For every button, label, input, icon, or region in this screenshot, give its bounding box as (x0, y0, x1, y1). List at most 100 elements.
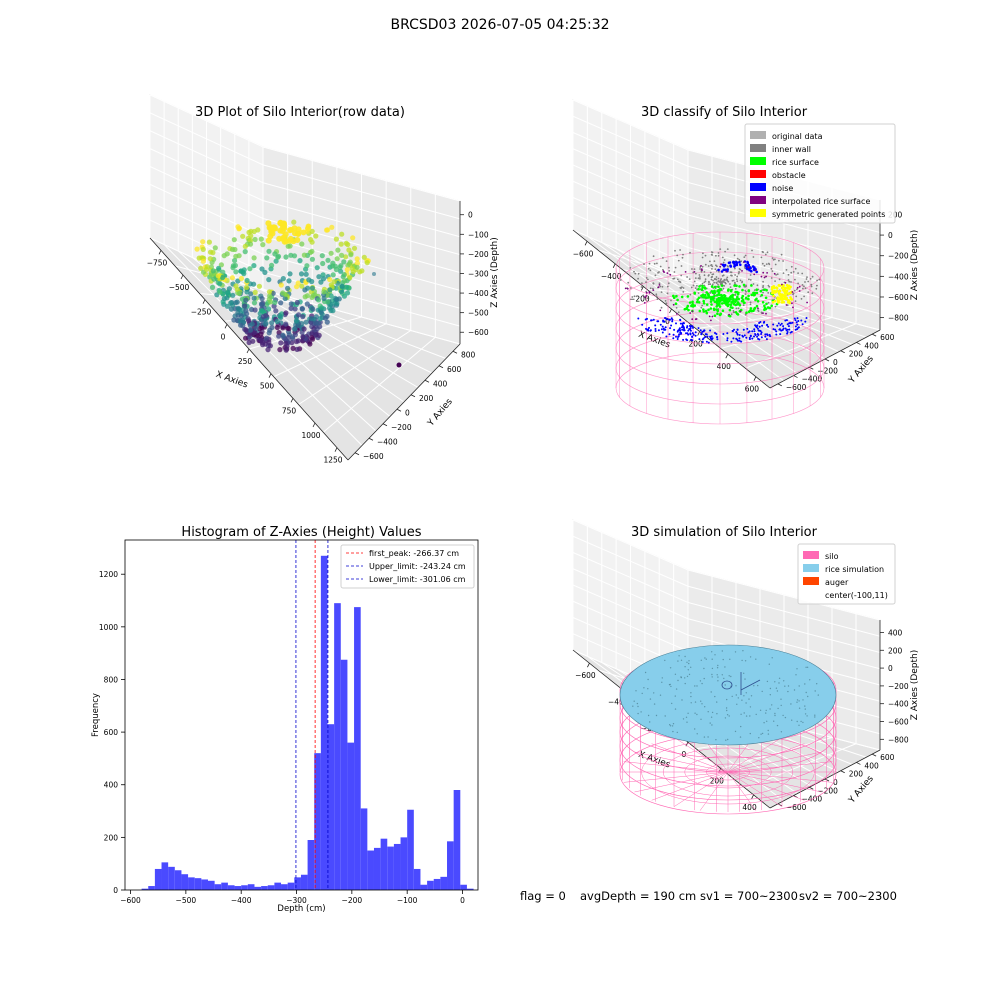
rice-surface-point (690, 304, 693, 307)
original-data-point (776, 273, 779, 276)
interpolated-point (700, 265, 702, 267)
raw-point (253, 325, 259, 331)
raw-point (310, 293, 316, 299)
original-data-point (719, 248, 722, 251)
grid-line (687, 198, 881, 250)
legend-label: obstacle (772, 171, 806, 180)
original-data-point (739, 279, 742, 282)
original-data-point (658, 282, 661, 285)
legend-label: Lower_limit: -301.06 cm (369, 575, 466, 584)
raw-point (228, 300, 234, 306)
grid-line (149, 94, 264, 148)
noise-point (739, 263, 742, 267)
raw-point (260, 242, 266, 248)
rice-surface-point (712, 308, 716, 312)
rice-surface-point (717, 291, 721, 294)
original-data-point (805, 278, 808, 280)
symmetric-point (778, 298, 781, 302)
surface-mesh-node (647, 688, 649, 690)
noise-point (731, 330, 734, 333)
raw-point (277, 347, 283, 353)
raw-point (273, 258, 279, 264)
noise-point (722, 268, 725, 272)
raw-point (274, 324, 280, 331)
interpolated-point (747, 266, 750, 269)
interpolated-point (791, 291, 794, 293)
original-data-point (655, 295, 658, 297)
raw-point (286, 326, 292, 332)
surface-mesh-node (724, 717, 727, 719)
interpolated-point (659, 309, 662, 312)
noise-point (781, 328, 784, 331)
surface-mesh-node (749, 656, 752, 658)
z-tick-label: −300 (468, 269, 489, 278)
grid-line (687, 569, 881, 621)
silo-floor-ring (684, 755, 772, 789)
noise-point (729, 264, 732, 268)
rice-surface-point (693, 304, 696, 307)
grid-line (572, 519, 689, 571)
noise-point (669, 327, 672, 330)
surface-mesh-node (736, 703, 738, 705)
silo-floor-spoke (727, 771, 757, 811)
noise-point (702, 337, 705, 340)
noise-point (722, 333, 725, 335)
noise-point (664, 326, 667, 329)
interpolated-point (708, 315, 711, 318)
y-tick-label: 600 (447, 365, 462, 374)
z-axis-label: Z Axies (Depth) (490, 237, 500, 308)
raw-point (312, 320, 318, 326)
interpolated-point (760, 275, 763, 278)
raw-point (251, 300, 258, 306)
surface-mesh-node (637, 705, 639, 708)
original-data-point (744, 254, 747, 257)
original-data-point (681, 286, 683, 288)
surface-mesh-node (714, 695, 716, 698)
histogram-bar (254, 886, 262, 890)
surface-mesh-node (745, 692, 747, 694)
rice-surface-point (701, 296, 705, 299)
original-data-point (760, 311, 763, 314)
original-data-point (717, 252, 720, 254)
rice-surface-point (709, 300, 713, 303)
raw-point (333, 236, 339, 242)
legend-label: rice surface (772, 158, 819, 167)
histogram-bar (427, 880, 434, 890)
surface-mesh-node (730, 685, 732, 687)
surface-mesh-node (740, 725, 742, 728)
noise-point (794, 319, 797, 322)
rice-surface-point (736, 313, 740, 316)
grid-line (572, 552, 689, 603)
original-data-point (691, 268, 693, 270)
interpolated-point (691, 310, 694, 313)
original-data-point (749, 274, 752, 276)
surface-mesh-node (664, 715, 666, 717)
noise-point (751, 337, 754, 340)
raw-point (251, 281, 257, 287)
surface-mesh-node (632, 705, 634, 707)
raw-point (317, 316, 323, 322)
symmetric-point (770, 286, 774, 289)
y-tick-label: −200 (391, 423, 412, 432)
raw-point (319, 253, 325, 259)
rice-surface-point (685, 307, 688, 311)
surface-mesh-node (734, 730, 737, 733)
histogram-bar (453, 790, 461, 890)
surface-mesh-node (669, 724, 671, 726)
surface-mesh-node (709, 722, 711, 724)
raw-point (209, 284, 216, 290)
original-data-point (768, 263, 771, 266)
raw-point (244, 284, 250, 290)
original-data-point (722, 261, 725, 264)
y-tick (777, 383, 783, 387)
noise-point (681, 322, 684, 325)
noise-point (732, 261, 735, 264)
symmetric-point (790, 298, 793, 301)
x-tick (753, 376, 757, 381)
original-data-point (729, 283, 731, 285)
original-data-point (767, 301, 770, 304)
surface-mesh-node (717, 664, 719, 667)
original-data-point (737, 307, 740, 310)
noise-point (756, 335, 759, 338)
original-data-point (739, 268, 742, 271)
